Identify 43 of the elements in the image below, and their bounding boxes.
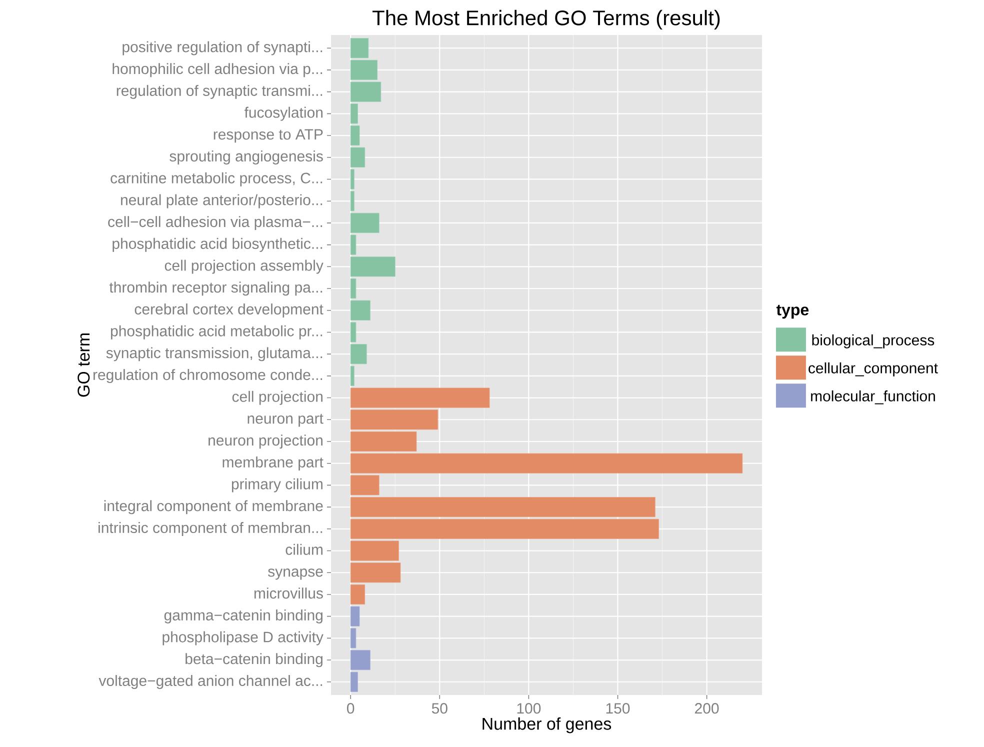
y-tick-label: cilium <box>286 544 322 555</box>
y-tick-label: neuron projection <box>208 434 322 449</box>
y-tick-label: homophilic cell adhesion via p... <box>112 63 322 78</box>
y-tick-label: phosphatidic acid biosynthetic... <box>112 238 322 252</box>
y-tick-label: carnitine metabolic process, C... <box>110 172 322 186</box>
chart-title: The Most Enriched GO Terms (result) <box>372 10 720 30</box>
y-tick-label: primary cilium <box>232 478 322 492</box>
y-tick-label: membrane part <box>222 456 324 470</box>
y-tick-label: cell−cell adhesion via plasma−... <box>108 216 322 230</box>
legend-title: type <box>776 304 809 319</box>
y-tick-label: cell projection <box>232 390 322 405</box>
y-axis-title: GO term <box>78 334 90 397</box>
x-axis-title: Number of genes <box>482 717 612 734</box>
y-tick-label: response to ATP <box>214 129 323 143</box>
y-tick-label: fucosylation <box>244 106 323 121</box>
x-tick-label: 150 <box>606 703 630 714</box>
y-tick-label: regulation of chromosome conde... <box>94 369 322 384</box>
y-tick-label: regulation of synaptic transmi... <box>116 84 322 99</box>
legend-label: biological_process <box>812 334 934 348</box>
y-tick-label: synaptic transmission, glutama... <box>106 347 322 362</box>
y-tick-label: integral component of membrane <box>104 500 323 514</box>
y-tick-label: cerebral cortex development <box>134 303 324 318</box>
legend-label: molecular_function <box>811 390 935 404</box>
x-tick-label: 200 <box>695 703 719 714</box>
x-tick-label: 50 <box>432 703 448 714</box>
x-tick-label: 0 <box>347 703 354 714</box>
bar <box>350 366 354 386</box>
y-tick-label: cell projection assembly <box>164 260 324 274</box>
y-tick-label: sprouting angiogenesis <box>170 150 323 164</box>
y-tick-label: beta−catenin binding <box>186 653 322 668</box>
y-tick-label: phospholipase D activity <box>162 631 324 646</box>
y-tick-label: synapse <box>268 568 323 580</box>
y-tick-label: intrinsic component of membran... <box>98 522 322 536</box>
y-tick-label: voltage−gated anion channel ac... <box>98 675 322 689</box>
legend-label: cellular_component <box>808 362 938 376</box>
y-tick-label: microvillus <box>254 588 323 599</box>
y-tick-label: positive regulation of synapti... <box>122 41 322 56</box>
y-tick-label: neural plate anterior/posterio... <box>121 194 322 208</box>
x-tick-label: 100 <box>517 703 541 714</box>
y-tick-label: thrombin receptor signaling pa... <box>109 282 322 296</box>
y-tick-label: neuron part <box>248 414 324 427</box>
y-tick-label: phosphatidic acid metabolic pr... <box>110 325 322 340</box>
y-tick-label: gamma−catenin binding <box>164 609 322 624</box>
